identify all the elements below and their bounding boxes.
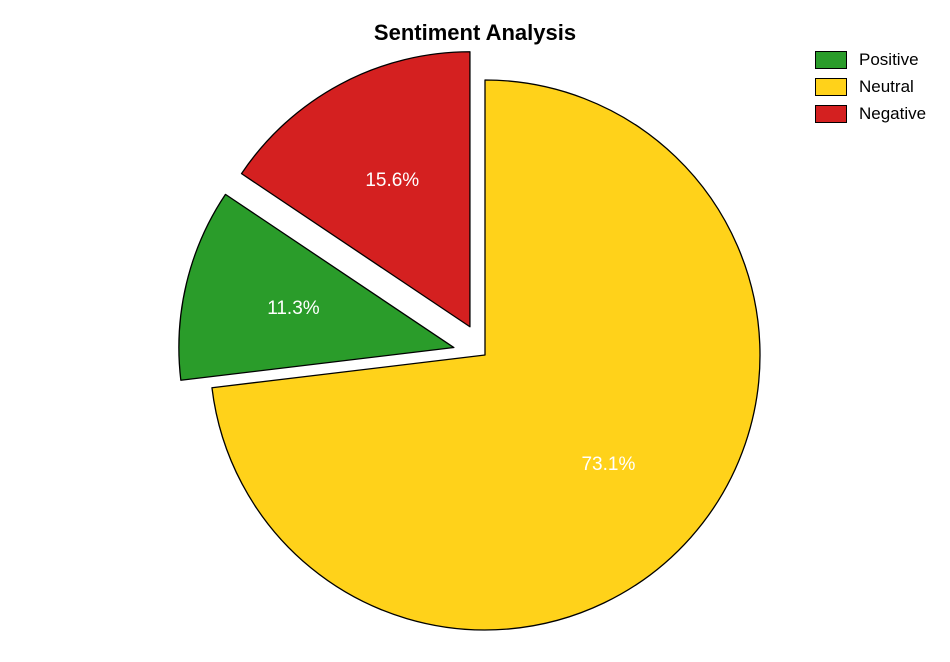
legend-item-positive: Positive bbox=[815, 48, 926, 71]
legend-swatch-positive bbox=[815, 51, 847, 69]
legend-item-neutral: Neutral bbox=[815, 75, 926, 98]
sentiment-pie-chart: Sentiment Analysis 15.6%11.3%73.1% Posit… bbox=[0, 0, 950, 662]
slice-label-neutral: 73.1% bbox=[581, 454, 635, 476]
slice-label-negative: 15.6% bbox=[365, 170, 419, 192]
slice-label-positive: 11.3% bbox=[267, 298, 319, 320]
legend-label-positive: Positive bbox=[859, 50, 919, 70]
pie-svg bbox=[0, 0, 950, 662]
legend-label-negative: Negative bbox=[859, 104, 926, 124]
legend-swatch-neutral bbox=[815, 78, 847, 96]
legend: Positive Neutral Negative bbox=[815, 48, 926, 129]
legend-item-negative: Negative bbox=[815, 102, 926, 125]
legend-swatch-negative bbox=[815, 105, 847, 123]
legend-label-neutral: Neutral bbox=[859, 77, 914, 97]
